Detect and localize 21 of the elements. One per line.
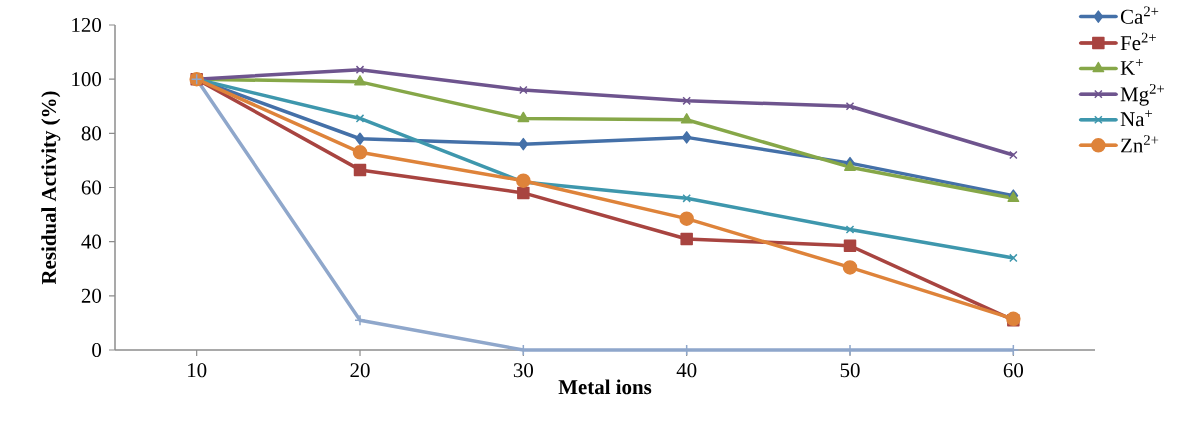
x-tick-label: 40 [676, 363, 697, 378]
x-tick-label: 20 [350, 363, 370, 378]
y-tick-label: 40 [81, 234, 102, 249]
legend-label: Mg$^{2+}$ [1120, 83, 1165, 106]
legend-label: Na$^{+}$ [1120, 110, 1153, 127]
y-tick-label: 20 [81, 288, 102, 303]
y-tick-label: 60 [81, 180, 102, 195]
legend-label: K$^{+}$ [1120, 59, 1143, 75]
y-tick-label: 100 [72, 72, 102, 87]
y-tick-label: 0 [92, 342, 102, 358]
x-tick-label: 10 [188, 363, 207, 378]
y-tick-label: 80 [81, 126, 102, 141]
x-axis-title: Metal ions [558, 379, 652, 395]
legend-label: Ca$^{2+}$ [1120, 6, 1159, 24]
legend-label: Fe$^{2+}$ [1120, 32, 1156, 51]
y-axis-title: Residual Activity (%) [41, 91, 61, 285]
x-tick-label: 30 [513, 363, 534, 378]
legend-label: Zn$^{2+}$ [1121, 135, 1159, 153]
x-tick-label: 50 [840, 363, 860, 378]
y-tick-label: 120 [72, 17, 102, 33]
x-tick-label: 60 [1003, 363, 1024, 378]
